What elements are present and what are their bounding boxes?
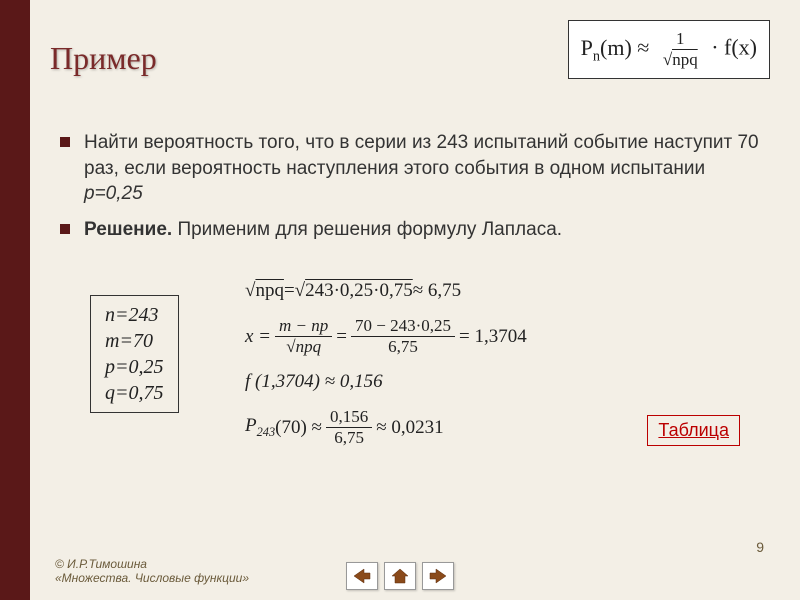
param-p: p=0,25: [105, 354, 164, 380]
formula-fraction: 1 √npq: [659, 29, 702, 70]
arrow-left-icon: [352, 567, 372, 585]
param-q: q=0,75: [105, 380, 164, 406]
bullet-item: Найти вероятность того, что в серии из 2…: [60, 130, 760, 207]
formula-lhs: Pn(m) ≈: [581, 35, 655, 60]
params-box: n=243 m=70 p=0,25 q=0,75: [90, 295, 179, 413]
footer-title: «Множества. Числовые функции»: [55, 571, 249, 585]
bullet-square-icon: [60, 224, 70, 234]
slide-title: Пример: [50, 40, 157, 77]
home-button[interactable]: [384, 562, 416, 590]
calc-area: √npq = √243·0,25·0,75 ≈ 6,75 x = m − np√…: [245, 280, 527, 462]
next-button[interactable]: [422, 562, 454, 590]
calc-row-2: x = m − np√npq = 70 − 243·0,256,75 = 1,3…: [245, 316, 527, 357]
arrow-right-icon: [428, 567, 448, 585]
nav-buttons: [346, 562, 454, 590]
calc-row-3: f (1,3704) ≈ 0,156: [245, 371, 527, 393]
prev-button[interactable]: [346, 562, 378, 590]
sidebar-stripe: [0, 0, 30, 600]
bullet-text: Решение. Применим для решения формулу Ла…: [84, 217, 562, 243]
table-link[interactable]: Таблица: [647, 415, 740, 446]
bullet-item: Решение. Применим для решения формулу Ла…: [60, 217, 760, 243]
footer-copyright: © И.Р.Тимошина: [55, 557, 249, 571]
bullet-square-icon: [60, 137, 70, 147]
bullet-list: Найти вероятность того, что в серии из 2…: [60, 130, 760, 253]
calc-row-4: P243(70) ≈ 0,1566,75 ≈ 0,0231: [245, 407, 527, 448]
param-m: m=70: [105, 328, 164, 354]
formula-box: Pn(m) ≈ 1 √npq · f(x): [568, 20, 770, 79]
page-number: 9: [756, 539, 764, 555]
param-n: n=243: [105, 302, 164, 328]
footer: © И.Р.Тимошина «Множества. Числовые функ…: [55, 557, 249, 585]
calc-row-1: √npq = √243·0,25·0,75 ≈ 6,75: [245, 280, 527, 302]
formula-tail: · f(x): [711, 35, 757, 60]
slide: Пример Pn(m) ≈ 1 √npq · f(x) Найти вероя…: [0, 0, 800, 600]
bullet-text: Найти вероятность того, что в серии из 2…: [84, 130, 760, 207]
home-icon: [390, 567, 410, 585]
